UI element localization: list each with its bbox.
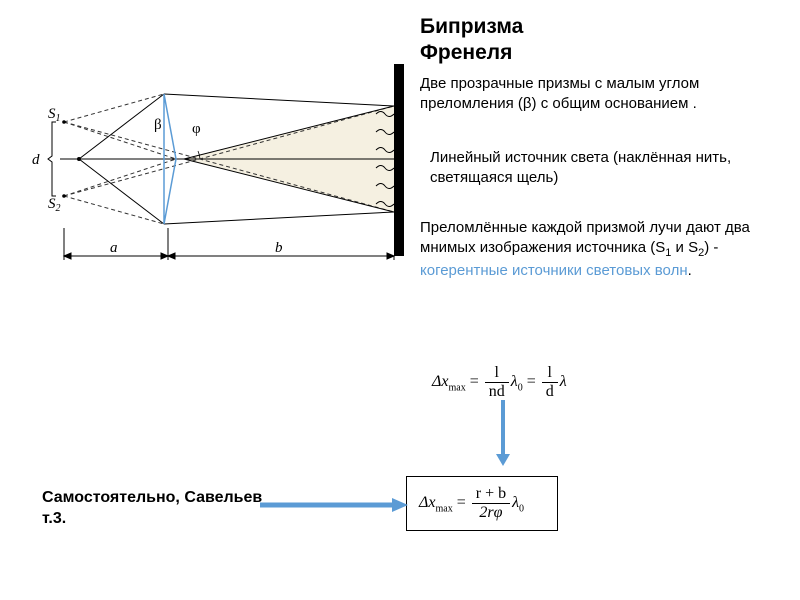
label-s2: S2	[48, 196, 61, 214]
d-bracket	[48, 122, 56, 196]
title-line-1: Бипризма	[420, 15, 523, 38]
diagram-svg: S1 S2 d a b β φ	[24, 64, 404, 274]
arrow-right-icon	[260, 496, 408, 519]
screen-bar	[394, 64, 404, 256]
title-line-2: Френеля	[420, 41, 512, 64]
label-d: d	[32, 152, 40, 168]
label-phi: φ	[192, 121, 201, 137]
label-b: b	[275, 240, 283, 256]
description-coherent: Преломлённые каждой призмой лучи дают дв…	[420, 218, 790, 281]
formula-delta-x-2: Δxmax = r + b2rφλ0	[406, 476, 558, 531]
page-title: Бипризма Френеля	[420, 14, 523, 67]
virtual-source-s1	[62, 120, 66, 124]
virtual-source-s2	[62, 194, 66, 198]
highlight-coherent: когерентные источники световых волн	[420, 262, 688, 279]
label-beta: β	[154, 117, 162, 133]
reference-text: Самостоятельно, Савельев т.3.	[42, 488, 262, 530]
description-prism: Две прозрачные призмы с малым углом прел…	[420, 74, 780, 115]
source-point	[77, 157, 81, 161]
description-source: Линейный источник света (наклённая нить,…	[430, 148, 780, 189]
label-a: a	[110, 240, 118, 256]
biprism-diagram: S1 S2 d a b β φ	[24, 64, 404, 274]
formula-delta-x-1: Δxmax = lndλ0 = ldλ	[432, 364, 587, 401]
label-s1: S1	[48, 106, 61, 124]
